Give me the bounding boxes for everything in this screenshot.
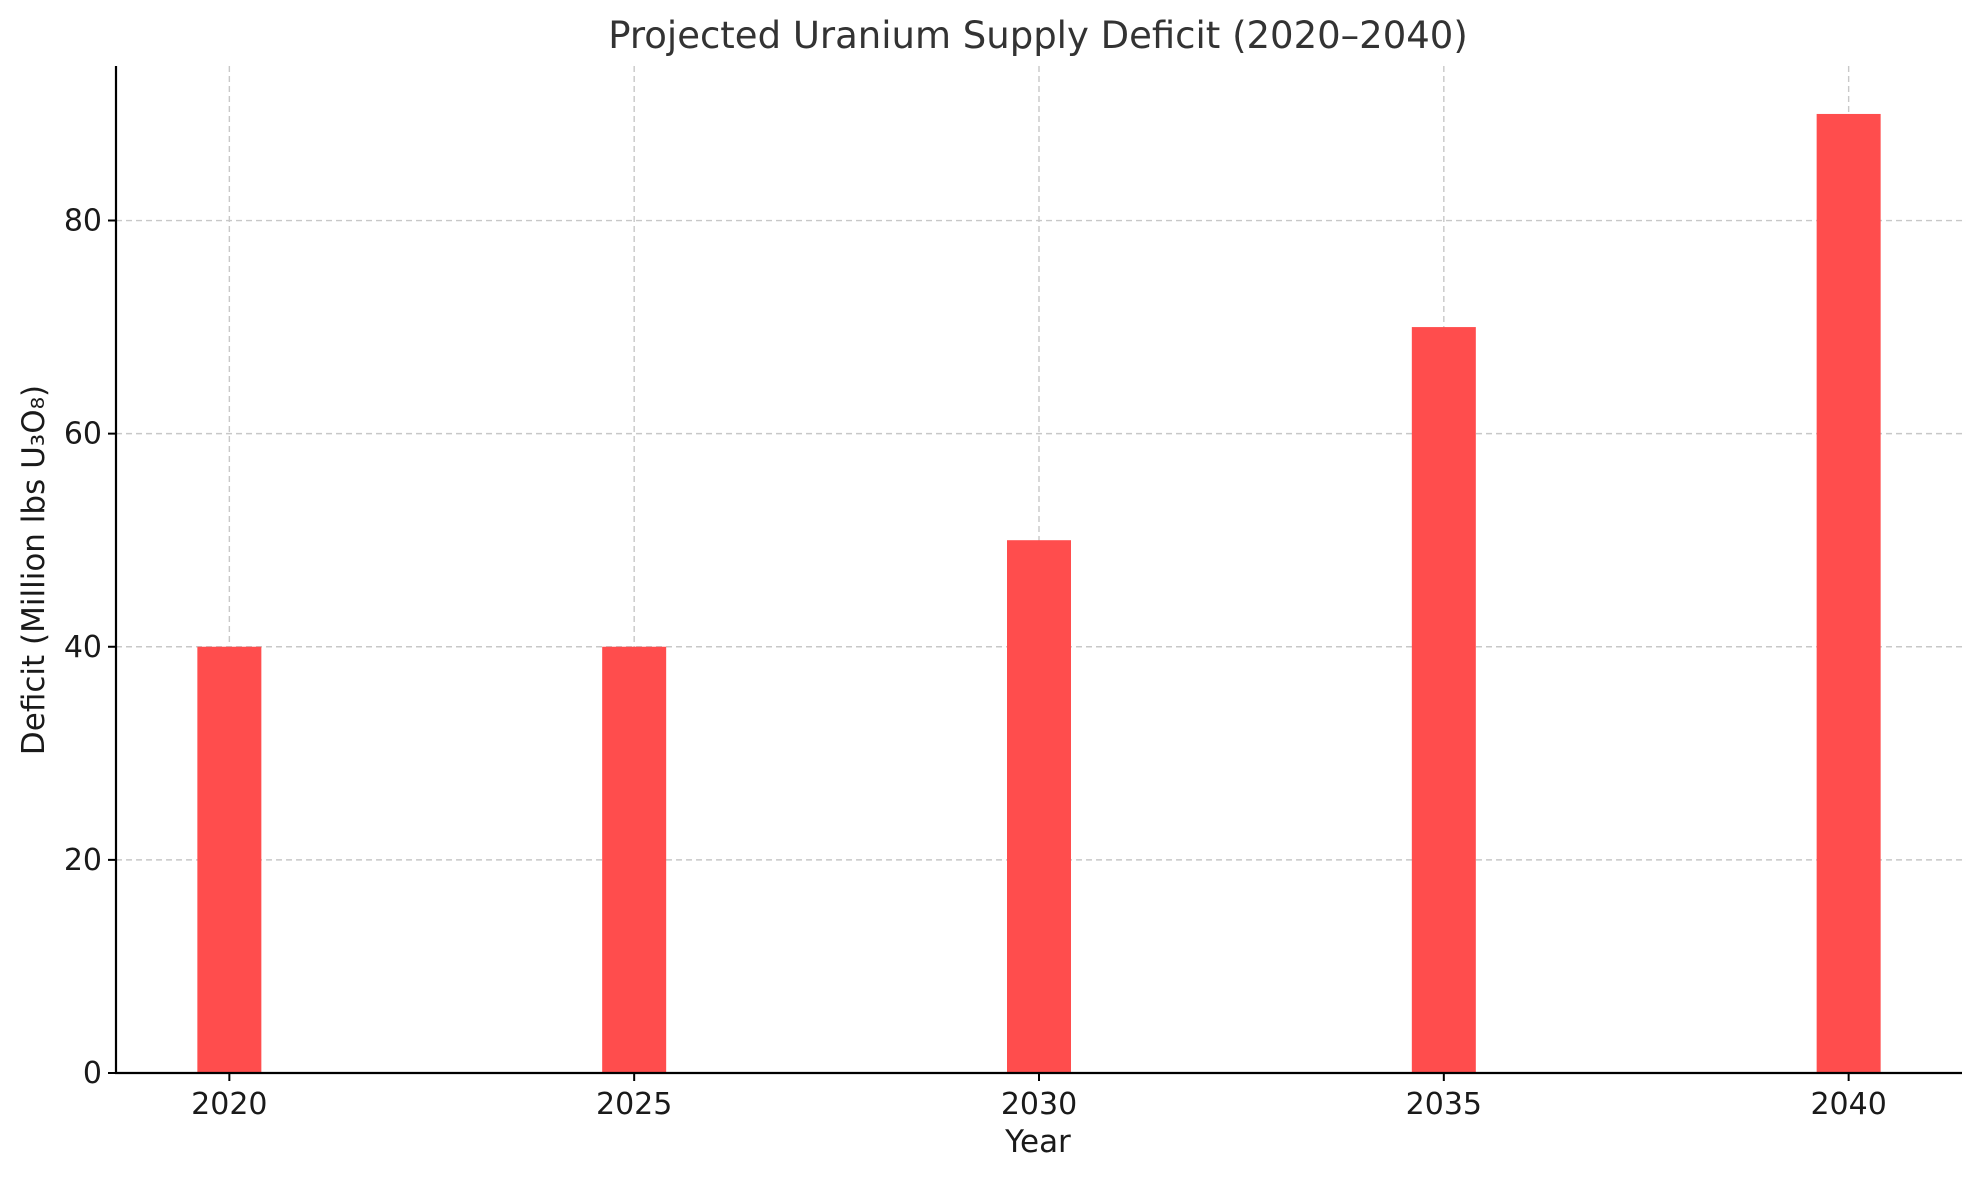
y-axis-title: Deficit (Million lbs U₃O₈): [16, 385, 52, 755]
x-tick-label-2040: 2040: [1810, 1087, 1886, 1122]
y-tick-label-20: 20: [64, 843, 102, 878]
axes: [108, 66, 1962, 1081]
chart-title: Projected Uranium Supply Deficit (2020–2…: [608, 14, 1468, 57]
x-tick-label-2020: 2020: [191, 1087, 267, 1122]
y-tick-label-0: 0: [83, 1056, 102, 1091]
y-tick-label-40: 40: [64, 630, 102, 665]
bar-2040: [1816, 113, 1881, 1073]
bar-2035: [1411, 327, 1476, 1073]
x-tick-label-2025: 2025: [596, 1087, 672, 1122]
y-tick-label-60: 60: [64, 417, 102, 452]
x-tick-label-2035: 2035: [1406, 1087, 1482, 1122]
bar-2030: [1007, 540, 1071, 1073]
bar-2025: [602, 646, 667, 1073]
bars: [197, 113, 1881, 1073]
y-tick-label-80: 80: [64, 204, 102, 239]
bar-2020: [197, 646, 262, 1073]
x-tick-label-2030: 2030: [1001, 1087, 1077, 1122]
x-axis-title: Year: [1004, 1124, 1071, 1160]
